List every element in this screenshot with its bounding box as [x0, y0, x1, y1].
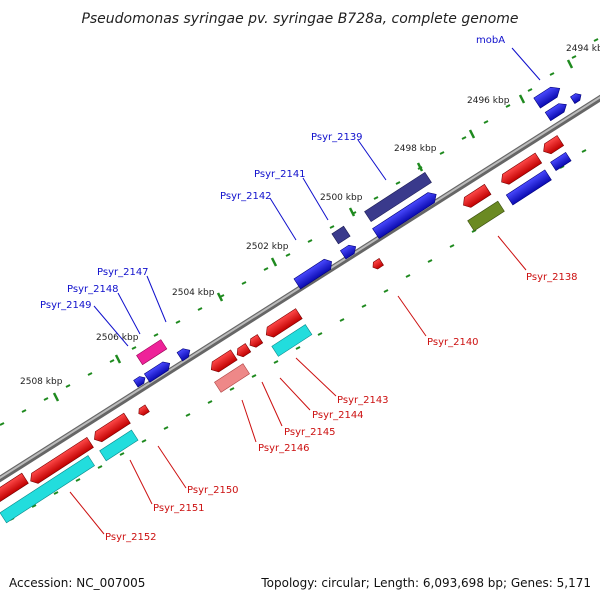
gene-psyr-2147[interactable]: [176, 346, 193, 362]
gene-psyr-2139[interactable]: [364, 171, 432, 223]
gene-psyr-2140[interactable]: [371, 258, 384, 270]
tick-label-2502: 2502 kbp: [246, 242, 289, 252]
gene-cyan-2151c[interactable]: [99, 429, 139, 462]
gene-psyr-2149[interactable]: [133, 374, 148, 388]
gene-psyr-2144[interactable]: [271, 324, 313, 357]
map-title: Pseudomonas syringae pv. syringae B728a,…: [81, 11, 518, 27]
tick-label-2504: 2504 kbp: [172, 288, 215, 298]
gene-blue-2148b[interactable]: [143, 359, 172, 383]
gene-psyr-2146[interactable]: [214, 363, 250, 393]
label-psyr-2142[interactable]: Psyr_2142: [220, 191, 272, 202]
label-psyr-2147[interactable]: Psyr_2147: [97, 267, 149, 278]
forward-strand-genes: [133, 83, 583, 388]
label-psyr-2151[interactable]: Psyr_2151: [153, 503, 205, 514]
gene-red-2137a[interactable]: [540, 135, 565, 157]
tick-label-2494: 2494 kbp: [566, 44, 600, 54]
gene-small-blue-1[interactable]: [544, 100, 569, 122]
label-psyr-2138[interactable]: Psyr_2138: [526, 272, 578, 283]
gene-psyr-2143[interactable]: [263, 308, 303, 340]
tick-label-2498: 2498 kbp: [394, 144, 437, 154]
gene-blue-2141b[interactable]: [339, 242, 358, 260]
label-psyr-2140[interactable]: Psyr_2140: [427, 337, 479, 348]
label-psyr-2150[interactable]: Psyr_2150: [187, 485, 239, 496]
accession-text: Accession: NC_007005: [9, 576, 145, 590]
major-tick-marks: [52, 59, 574, 402]
gene-red-2145b[interactable]: [234, 343, 252, 359]
label-leaders: [69, 47, 541, 535]
gene-psyr-2138[interactable]: [467, 200, 505, 232]
gene-small-blue-2[interactable]: [570, 91, 583, 104]
gene-psyr-2141[interactable]: [331, 225, 351, 245]
label-psyr-2149[interactable]: Psyr_2149: [40, 300, 92, 311]
gene-psyr-2150[interactable]: [137, 404, 150, 417]
gene-red-2137b[interactable]: [498, 152, 543, 187]
outer-tick-row: [0, 38, 599, 426]
gene-red-2145c[interactable]: [208, 349, 238, 375]
gene-psyr-2148[interactable]: [136, 339, 168, 366]
label-psyr-2148[interactable]: Psyr_2148: [67, 284, 119, 295]
gene-cyan-2152c[interactable]: [0, 455, 95, 524]
gene-psyr-2152[interactable]: [27, 436, 94, 486]
reverse-strand-genes: [0, 135, 572, 524]
tick-label-2506: 2506 kbp: [96, 333, 139, 343]
label-psyr-2146[interactable]: Psyr_2146: [258, 443, 310, 454]
tick-label-2508: 2508 kbp: [20, 377, 63, 387]
tick-label-2500: 2500 kbp: [320, 193, 363, 203]
genome-summary-text: Topology: circular; Length: 6,093,698 bp…: [260, 576, 591, 590]
label-mobA[interactable]: mobA: [476, 35, 505, 46]
gene-blue-2137d[interactable]: [550, 151, 572, 171]
label-psyr-2144[interactable]: Psyr_2144: [312, 410, 364, 421]
gene-psyr-2145[interactable]: [247, 334, 264, 350]
gene-blue-2500[interactable]: [372, 189, 440, 240]
label-psyr-2145[interactable]: Psyr_2145: [284, 427, 336, 438]
gene-psyr-2151[interactable]: [91, 412, 131, 444]
gene-red-2137c[interactable]: [460, 183, 492, 210]
tick-label-2496: 2496 kbp: [467, 96, 510, 106]
gene-red-2152b[interactable]: [0, 472, 29, 505]
label-psyr-2143[interactable]: Psyr_2143: [337, 395, 389, 406]
label-psyr-2139[interactable]: Psyr_2139: [311, 132, 363, 143]
label-psyr-2141[interactable]: Psyr_2141: [254, 169, 306, 180]
gene-psyr-2142[interactable]: [293, 257, 335, 290]
gene-blue-2137e[interactable]: [505, 169, 552, 206]
gene-mobA[interactable]: [533, 83, 563, 109]
label-psyr-2152[interactable]: Psyr_2152: [105, 532, 157, 543]
